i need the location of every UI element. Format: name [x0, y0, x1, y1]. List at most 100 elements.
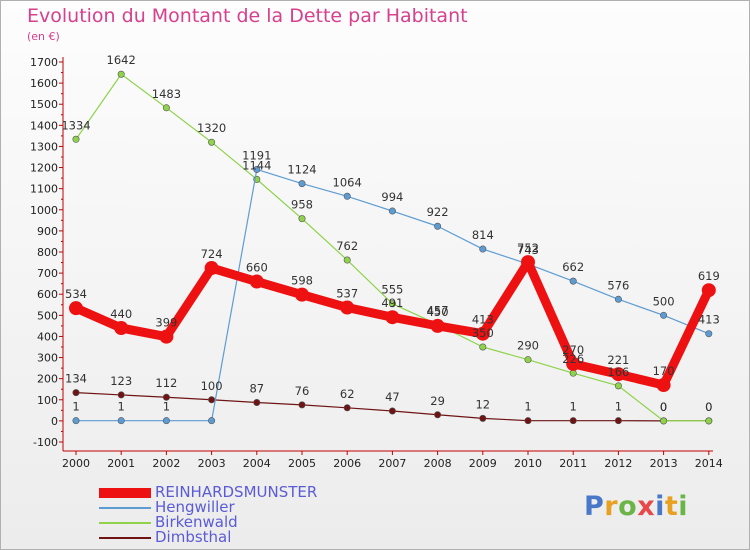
data-point: [298, 401, 306, 409]
x-tick-label: 2014: [695, 457, 723, 470]
x-tick-label: 2001: [107, 457, 135, 470]
data-point: [253, 399, 261, 407]
data-point: [524, 417, 532, 425]
data-point: [614, 382, 622, 390]
data-label: 1: [524, 400, 531, 414]
x-tick-label: 2010: [514, 457, 542, 470]
data-point: [208, 417, 216, 425]
x-tick-label: 2004: [243, 457, 271, 470]
y-tick-label: 0: [51, 415, 58, 428]
chart-legend: [99, 488, 151, 539]
data-point: [524, 356, 532, 364]
y-tick-label: 1300: [30, 140, 58, 153]
data-label: 500: [653, 294, 675, 308]
data-point: [521, 255, 535, 270]
data-label: 619: [698, 269, 720, 283]
data-point: [159, 329, 174, 344]
y-tick-label: 1000: [30, 204, 58, 217]
y-tick-label: 1100: [30, 183, 58, 196]
data-point: [72, 389, 80, 397]
data-label: 0: [660, 400, 667, 414]
data-point: [253, 165, 261, 173]
x-tick-label: 2002: [152, 457, 180, 470]
data-label: 87: [249, 382, 264, 396]
data-point: [705, 417, 713, 425]
data-label: 1124: [287, 163, 316, 177]
data-point: [69, 301, 83, 316]
data-point: [208, 138, 216, 146]
chart-title: Evolution du Montant de la Dette par Hab…: [27, 5, 468, 27]
data-point: [295, 287, 309, 302]
data-label: 134: [65, 372, 87, 386]
y-tick-label: 400: [37, 330, 58, 343]
data-label: 491: [381, 296, 403, 310]
data-point: [204, 261, 219, 276]
data-label: 1: [615, 400, 622, 414]
data-label: 47: [385, 390, 400, 404]
legend-label: Dimbsthal: [155, 528, 232, 546]
data-label: 0: [660, 400, 667, 414]
x-tick-label: 2008: [424, 457, 452, 470]
y-tick-label: 200: [37, 373, 58, 386]
data-label: 290: [517, 339, 539, 353]
data-point: [614, 417, 622, 425]
data-point: [162, 417, 170, 425]
x-tick-label: 2006: [333, 457, 361, 470]
chart-series: [69, 70, 716, 425]
data-label: 166: [607, 365, 629, 379]
data-label: 1191: [242, 148, 271, 162]
data-point: [72, 417, 80, 425]
legend-label: Birkenwald: [155, 513, 238, 531]
data-label: 1064: [333, 175, 362, 189]
data-label: 270: [562, 343, 584, 357]
data-label: 100: [201, 379, 223, 393]
data-label: 221: [607, 353, 629, 367]
data-point: [114, 321, 129, 335]
data-label: 62: [340, 387, 355, 401]
data-point: [388, 207, 396, 215]
data-point: [388, 300, 396, 308]
data-label: 994: [381, 190, 403, 204]
data-label: 1334: [61, 118, 90, 132]
data-point: [249, 274, 264, 289]
data-point: [208, 396, 216, 404]
data-label: 0: [705, 400, 712, 414]
logo-letter: i: [678, 491, 689, 522]
y-tick-label: 1500: [30, 98, 58, 111]
data-label: 537: [336, 287, 358, 301]
data-point: [656, 378, 671, 392]
chart-axes: -100010020030040050060070080090010001100…: [30, 56, 723, 470]
data-label: 440: [110, 307, 132, 321]
data-label: 1: [118, 400, 125, 414]
data-point: [705, 330, 713, 338]
data-point: [569, 417, 577, 425]
x-tick-label: 2007: [378, 457, 406, 470]
y-tick-label: 600: [37, 288, 58, 301]
data-label: 350: [472, 326, 494, 340]
data-label: 814: [472, 228, 494, 242]
x-tick-label: 2005: [288, 457, 316, 470]
data-point: [566, 356, 581, 371]
data-point: [611, 367, 626, 382]
data-label: 743: [517, 243, 539, 257]
data-point: [117, 70, 125, 78]
data-point: [72, 135, 80, 143]
data-label: 762: [336, 239, 358, 253]
y-tick-label: 300: [37, 352, 58, 365]
data-point: [162, 393, 170, 401]
logo-letter: r: [604, 491, 619, 522]
legend-label: REINHARDSMUNSTER: [155, 483, 318, 501]
data-point: [660, 417, 668, 425]
data-label: 170: [653, 364, 675, 378]
data-label: 1642: [107, 53, 136, 67]
data-label: 399: [155, 316, 177, 330]
data-label: 922: [427, 205, 449, 219]
x-tick-label: 2012: [604, 457, 632, 470]
data-label: 1: [72, 400, 79, 414]
data-label: 534: [65, 287, 87, 301]
data-point: [298, 180, 306, 188]
x-tick-label: 2011: [559, 457, 587, 470]
y-tick-label: 1200: [30, 162, 58, 175]
chart-data-labels: 134 123 112 100 87 76 62 47 29 12 1 1 1 0 013341642148…: [61, 53, 719, 414]
